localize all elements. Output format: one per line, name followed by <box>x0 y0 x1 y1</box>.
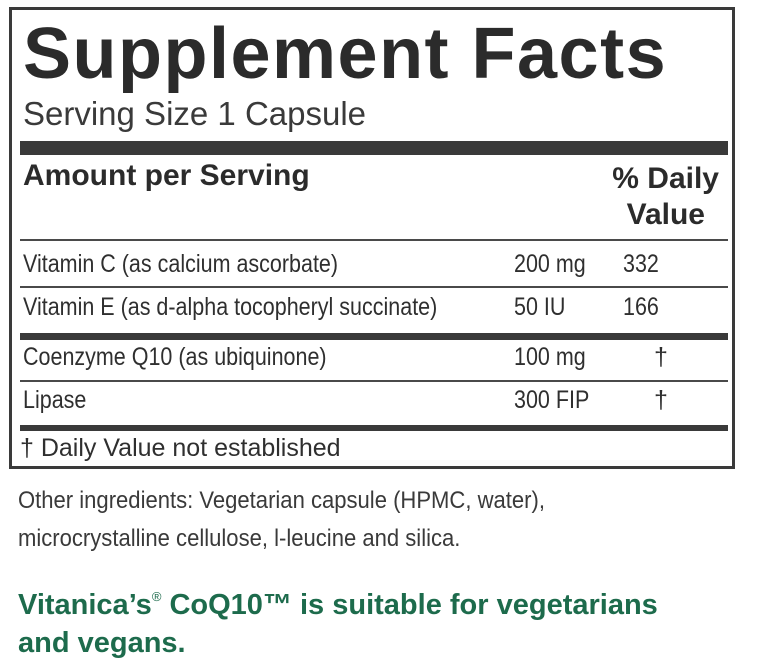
vegetarian-note-line2: and vegans. <box>18 627 186 659</box>
thick-divider <box>20 425 728 431</box>
vegetarian-note-line1: Vitanica’s® CoQ10™ is suitable for veget… <box>18 578 658 624</box>
nutrient-daily-value: † <box>654 386 668 414</box>
nutrient-daily-value: 166 <box>623 293 659 321</box>
nutrient-row: Vitamin C (as calcium ascorbate) 200 mg … <box>12 243 732 285</box>
nutrient-row: Coenzyme Q10 (as ubiquinone) 100 mg † <box>12 336 732 378</box>
vegetarian-note-text: CoQ10™ is suitable for vegetarians <box>161 589 658 621</box>
header-divider <box>20 239 728 241</box>
row-divider <box>20 380 728 382</box>
daily-value-footnote: † Daily Value not established <box>20 434 341 462</box>
nutrient-amount: 300 FIP <box>514 386 590 414</box>
registered-mark: ® <box>151 589 162 604</box>
daily-value-header-line2: Value <box>626 198 705 231</box>
panel-title: Supplement Facts <box>23 14 668 94</box>
nutrient-name: Vitamin C (as calcium ascorbate) <box>23 250 339 278</box>
daily-value-header-line1: % Daily <box>612 162 719 195</box>
serving-size: Serving Size 1 Capsule <box>23 95 367 132</box>
thick-divider <box>20 141 728 155</box>
daily-value-header: % Daily Value <box>612 161 719 233</box>
nutrient-amount: 50 IU <box>514 293 566 321</box>
nutrient-name: Coenzyme Q10 (as ubiquinone) <box>23 343 327 371</box>
amount-per-serving-header: Amount per Serving <box>23 159 310 192</box>
nutrient-amount: 100 mg <box>514 343 586 371</box>
nutrient-amount: 200 mg <box>514 250 586 278</box>
nutrient-row: Lipase 300 FIP † <box>12 379 732 421</box>
other-ingredients: Other ingredients: Vegetarian capsule (H… <box>18 482 738 558</box>
vegetarian-note: Vitanica’s® CoQ10™ is suitable for veget… <box>18 578 658 662</box>
row-divider <box>20 286 728 288</box>
brand-name: Vitanica’s <box>18 589 152 621</box>
other-ingredients-line2: microcrystalline cellulose, l-leucine an… <box>18 525 461 552</box>
nutrient-daily-value: 332 <box>623 250 659 278</box>
thick-divider <box>20 333 728 340</box>
nutrient-row: Vitamin E (as d-alpha tocopheryl succina… <box>12 286 732 328</box>
nutrient-name: Vitamin E (as d-alpha tocopheryl succina… <box>23 293 438 321</box>
other-ingredients-line1: Other ingredients: Vegetarian capsule (H… <box>18 487 546 514</box>
supplement-facts-panel: Supplement Facts Serving Size 1 Capsule … <box>9 7 735 469</box>
nutrient-daily-value: † <box>654 343 668 371</box>
nutrient-name: Lipase <box>23 386 87 414</box>
